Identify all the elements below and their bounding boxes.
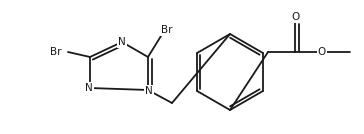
Text: N: N [118,37,126,47]
Text: Br: Br [50,47,62,57]
Text: N: N [145,86,153,96]
Text: O: O [318,47,326,57]
Text: Br: Br [161,25,173,35]
Text: N: N [85,83,93,93]
Text: O: O [291,12,299,22]
